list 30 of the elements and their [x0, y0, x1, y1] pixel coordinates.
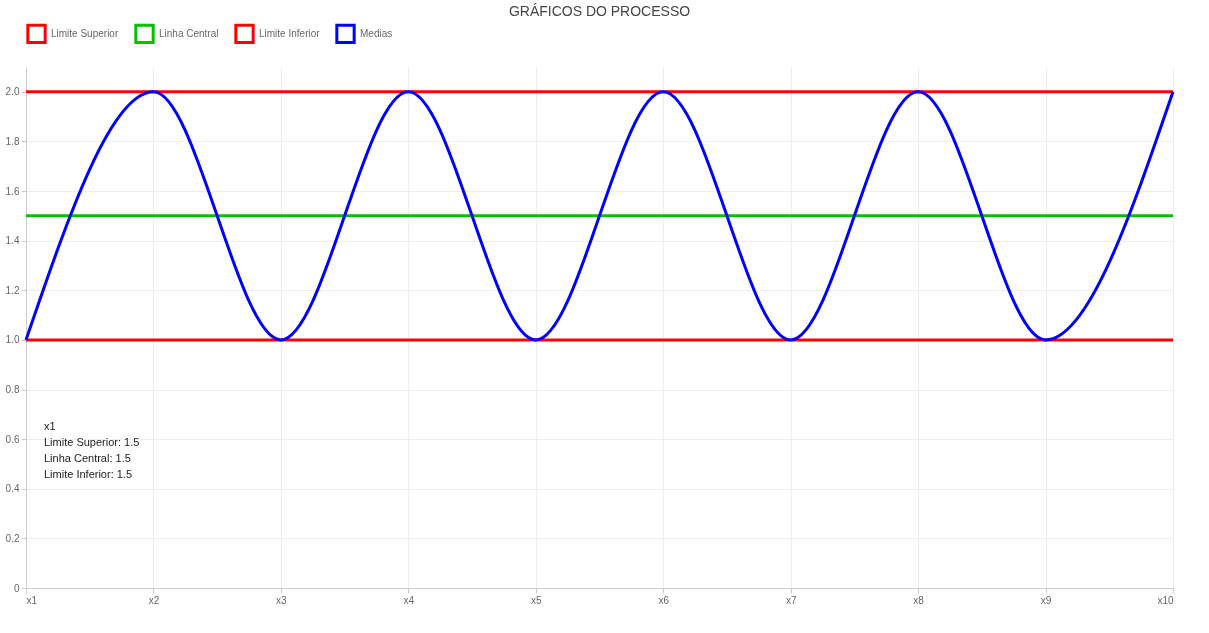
- annotation: Linha Central: 1.5: [44, 452, 131, 464]
- x-tick-label: x6: [658, 594, 670, 606]
- x-tick-label: x3: [276, 594, 288, 606]
- legend-label: Limite Inferior: [259, 27, 321, 39]
- legend-label: Medias: [360, 27, 393, 39]
- y-tick-label: 0.8: [5, 384, 20, 396]
- y-tick-label: 0.2: [5, 532, 20, 544]
- x-tick-label: x1: [26, 594, 38, 606]
- x-tick-label: x4: [403, 594, 415, 606]
- y-tick-label: 0.6: [5, 433, 20, 445]
- y-tick-label: 1.0: [5, 334, 20, 346]
- annotation: Limite Superior: 1.5: [44, 436, 140, 448]
- x-tick-label: x2: [148, 594, 160, 606]
- x-tick-label: x8: [913, 594, 925, 606]
- y-tick-label: 0: [13, 582, 20, 594]
- y-tick-label: 1.2: [5, 284, 20, 296]
- y-tick-label: 2.0: [5, 86, 20, 98]
- y-tick-label: 1.4: [5, 235, 20, 247]
- annotation: Limite Inferior: 1.5: [44, 468, 133, 480]
- legend-label: Limite Superior: [51, 27, 119, 39]
- y-tick-label: 0.4: [5, 483, 20, 495]
- x-tick-label: x7: [785, 594, 797, 606]
- y-tick-label: 1.6: [5, 185, 20, 197]
- chart-title: GRÁFICOS DO PROCESSO: [508, 3, 691, 19]
- x-tick-label: x5: [531, 594, 542, 606]
- x-tick-label: x9: [1040, 594, 1052, 606]
- annotation: x1: [44, 420, 56, 432]
- x-tick-label: x10: [1157, 594, 1174, 606]
- legend-label: Linha Central: [159, 27, 219, 39]
- y-tick-label: 1.8: [5, 135, 20, 147]
